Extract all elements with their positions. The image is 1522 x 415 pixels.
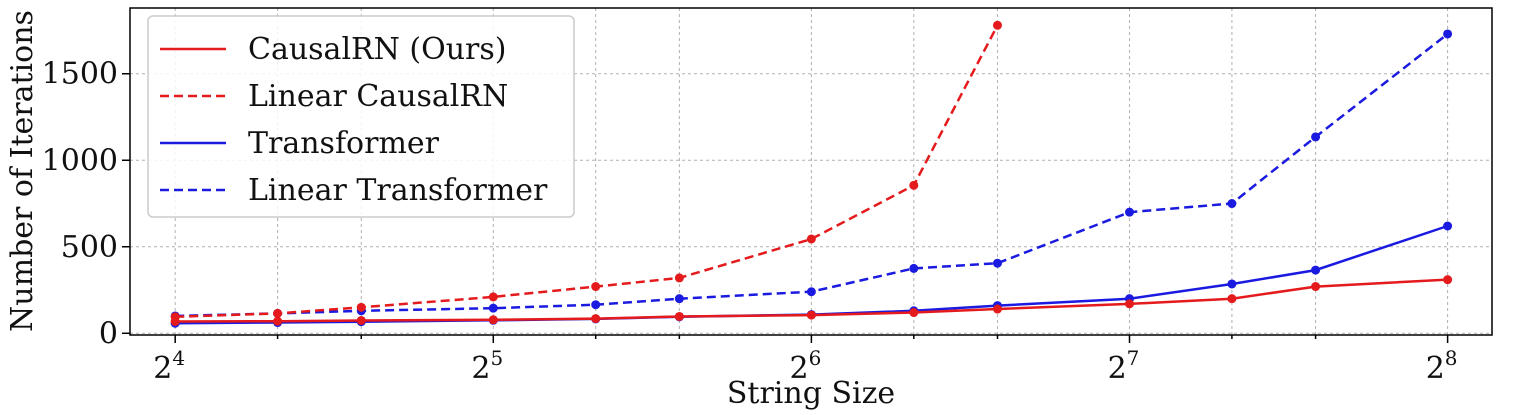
data-point — [591, 314, 601, 324]
x-tick-exponent: 7 — [1127, 346, 1140, 370]
legend-item: Linear Transformer — [160, 173, 548, 208]
data-point — [806, 287, 816, 297]
data-point — [1227, 294, 1237, 304]
legend: CausalRN (Ours) Linear CausalRN Transforme… — [147, 15, 575, 218]
data-point — [806, 310, 816, 320]
x-tick-label: 28 — [1426, 346, 1458, 386]
y-tick-label: 0 — [99, 316, 118, 351]
data-point — [674, 273, 684, 283]
data-point — [1311, 132, 1321, 142]
x-axis-label: String Size — [727, 376, 895, 411]
data-point — [674, 294, 684, 304]
series-causalrn-ours — [170, 275, 1453, 327]
legend-label: Transformer — [248, 126, 440, 161]
x-tick-base: 2 — [1108, 351, 1127, 386]
legend-item: Transformer — [160, 126, 440, 161]
data-point — [1125, 299, 1135, 309]
ticks — [122, 72, 1449, 343]
x-tick-exponent: 4 — [172, 346, 185, 370]
data-point — [273, 316, 283, 326]
data-point — [591, 300, 601, 310]
data-point — [674, 311, 684, 321]
data-point — [1311, 265, 1321, 275]
data-point — [1311, 282, 1321, 292]
x-tick-base: 2 — [471, 351, 490, 386]
data-point — [992, 304, 1002, 314]
x-tick-label: 24 — [153, 346, 185, 386]
legend-label: CausalRN (Ours) — [248, 32, 506, 67]
data-point — [356, 315, 366, 325]
data-point — [909, 308, 919, 318]
data-point — [1443, 221, 1453, 231]
data-point — [1125, 207, 1135, 217]
data-point — [909, 180, 919, 190]
x-tick-label: 25 — [471, 346, 503, 386]
data-point — [488, 303, 498, 313]
data-point — [992, 20, 1002, 30]
series-layer — [170, 20, 1453, 328]
y-axis-label: Number of Iterations — [5, 10, 40, 332]
legend-label: Linear Transformer — [248, 173, 548, 208]
data-point — [356, 302, 366, 312]
x-tick-base: 2 — [153, 351, 172, 386]
data-point — [992, 258, 1002, 268]
data-point — [1227, 279, 1237, 289]
x-tick-base: 2 — [1426, 351, 1445, 386]
legend-box — [147, 15, 575, 218]
data-point — [806, 234, 816, 244]
legend-item: CausalRN (Ours) — [160, 32, 506, 67]
y-tick-label: 1000 — [42, 143, 118, 178]
legend-item: Linear CausalRN — [160, 79, 508, 114]
x-tick-base: 2 — [789, 351, 808, 386]
data-point — [273, 308, 283, 318]
x-tick-label: 26 — [789, 346, 821, 386]
x-tick-label: 27 — [1108, 346, 1140, 386]
grid — [130, 8, 1492, 335]
x-tick-exponent: 6 — [809, 346, 822, 370]
data-point — [1227, 199, 1237, 209]
data-point — [1443, 29, 1453, 39]
legend-label: Linear CausalRN — [248, 79, 508, 114]
data-point — [488, 292, 498, 302]
x-tick-exponent: 5 — [490, 346, 503, 370]
data-point — [1443, 275, 1453, 285]
data-point — [909, 263, 919, 273]
x-tick-exponent: 8 — [1445, 346, 1458, 370]
data-point — [591, 282, 601, 292]
data-point — [488, 315, 498, 325]
y-tick-label: 1500 — [42, 57, 118, 92]
data-point — [170, 317, 180, 327]
y-tick-label: 500 — [61, 230, 118, 265]
